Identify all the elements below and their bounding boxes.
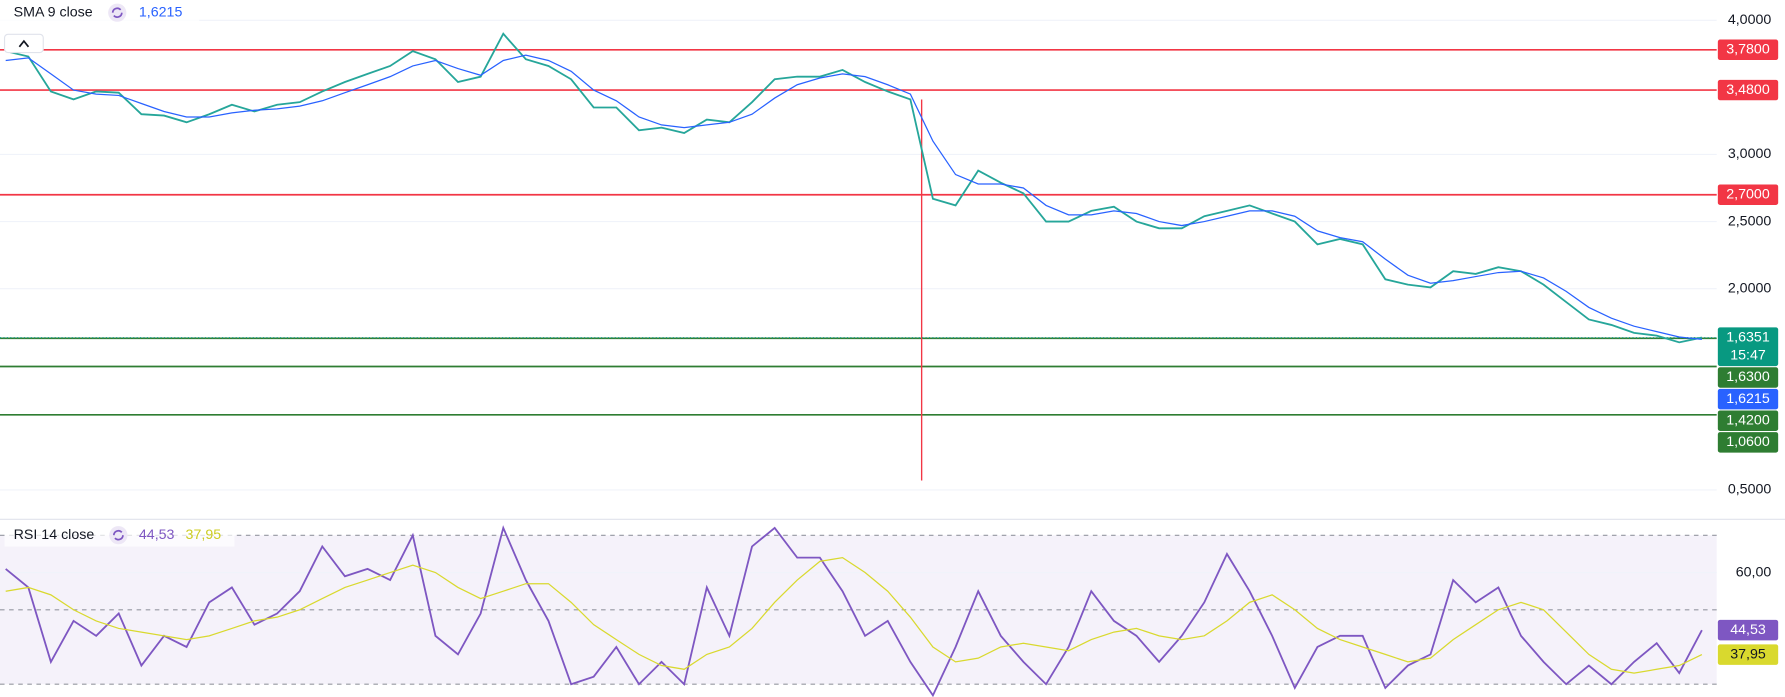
series-line [5, 556, 1703, 674]
legend-icon-arrows [112, 530, 124, 541]
y-tick-label: 4,0000 [1728, 12, 1772, 28]
price-tag [1717, 432, 1779, 453]
price-tag [1717, 410, 1779, 431]
price-tag-label: 1,6300 [1726, 369, 1770, 385]
price-tag-label: 1,0600 [1726, 434, 1770, 450]
price-tag [1717, 388, 1779, 410]
series-line [5, 54, 1702, 341]
y-tick-label: 3,0000 [1728, 146, 1772, 162]
series-line [5, 32, 1703, 344]
price-tag [1717, 619, 1779, 641]
legend-bg [0, 1, 200, 25]
price-tag [1717, 184, 1779, 205]
price-tag-label: 3,4800 [1726, 82, 1770, 98]
legend-name: RSI 14 close [14, 527, 95, 543]
price-tag-label: 1,6351 [1726, 329, 1770, 345]
price-tag [1717, 327, 1779, 367]
collapse-button[interactable] [3, 33, 44, 54]
price-tag [1717, 39, 1779, 61]
price-axis: 4,0000 3,0000 2,5000 2,0000 0,5000 3,7800 3,48… [1717, 12, 1779, 665]
price-tag [1717, 644, 1779, 665]
y-tick-label: 2,0000 [1728, 280, 1772, 296]
legend-name: SMA 9 close [14, 4, 93, 20]
price-tag-label: 2,7000 [1726, 186, 1770, 202]
legend-icon[interactable] [108, 3, 127, 22]
price-tag-label: 15:47 [1730, 348, 1766, 364]
legend-icon-arrows [111, 7, 123, 18]
y-tick-label: 2,5000 [1728, 213, 1772, 229]
y-tick-label: 0,5000 [1728, 482, 1772, 498]
plot-area [0, 19, 1717, 697]
y-tick-label: 60,00 [1736, 564, 1772, 580]
price-tag-label: 37,95 [1730, 646, 1766, 662]
legend-value: 44,53 [139, 527, 175, 543]
price-tag-label: 44,53 [1730, 622, 1766, 638]
price-tag-label: 1,6215 [1726, 391, 1770, 407]
price-tag [1717, 367, 1779, 388]
price-tag-label: 3,7800 [1726, 42, 1770, 58]
legend-value: 1,6215 [139, 4, 183, 20]
price-tag-label: 1,4200 [1726, 412, 1770, 428]
collapse-icon [18, 39, 30, 48]
legend-value: 37,95 [186, 527, 222, 543]
price-tag [1717, 79, 1779, 101]
legend-icon[interactable] [109, 526, 128, 545]
